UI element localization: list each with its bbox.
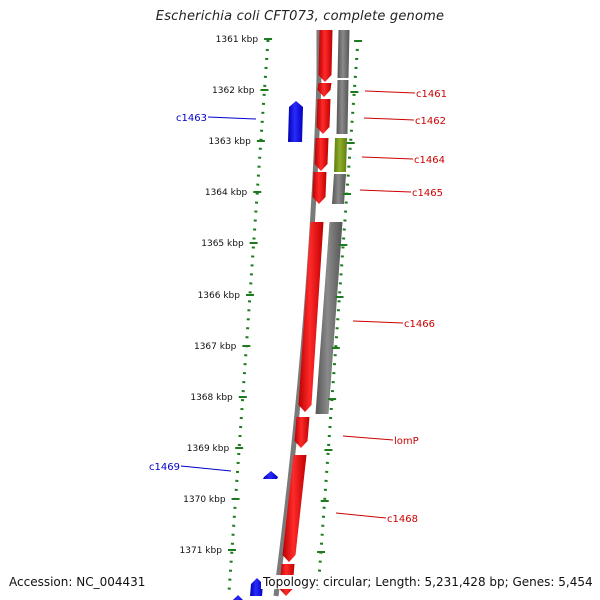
gene-c1468-arrow[interactable] (282, 455, 307, 562)
ruler-tick-label: 1369 kbp (187, 444, 230, 454)
gene-label-leader (335, 512, 387, 519)
ruler-tick-label: 1365 kbp (201, 239, 244, 249)
gene-c1462-arrow[interactable] (316, 99, 331, 134)
gene-label-c1462[interactable]: c1462 (415, 116, 446, 127)
gene-arrow-forward[interactable] (318, 30, 333, 82)
ruler-tick-label: 1362 kbp (212, 86, 255, 96)
gene-label-c1464[interactable]: c1464 (414, 155, 445, 166)
gene-label-leader (342, 435, 394, 441)
gene-c1469-arrow[interactable] (263, 471, 278, 479)
ruler-tick-label: 1367 kbp (194, 342, 237, 352)
topology-text: Topology: circular; Length: 5,231,428 bp… (261, 575, 595, 589)
ruler-tick-label: 1368 kbp (190, 393, 233, 403)
gene-label-c1461[interactable]: c1461 (416, 89, 447, 100)
gene-arrow-reverse[interactable] (250, 578, 263, 596)
ruler-tick-label: 1370 kbp (183, 495, 226, 505)
feature-green-block[interactable] (334, 138, 347, 172)
gene-label-leader (361, 156, 414, 160)
gene-label-leader (352, 320, 404, 324)
gene-label-leader (363, 117, 415, 121)
gene-c1466-arrow[interactable] (298, 222, 324, 412)
label-leaders: c1461 c1462 c1463 c1464 c1465 c1466 lomP c1469 c… (149, 89, 447, 525)
ruler-tick-label: 1363 kbp (208, 137, 251, 147)
gene-label-c1463[interactable]: c1463 (176, 113, 207, 124)
feature-gray-block[interactable] (336, 80, 349, 134)
gene-c1463-arrow[interactable] (288, 101, 303, 142)
gene-arrow-reverse[interactable] (232, 595, 244, 600)
feature-gray-block[interactable] (337, 30, 350, 78)
ruler-ticks: 1361 kbp 1362 kbp 1363 kbp 1364 kbp 1365 kbp… (180, 35, 363, 593)
gene-c1464-arrow[interactable] (314, 138, 329, 171)
gene-label-c1469[interactable]: c1469 (149, 462, 180, 473)
gene-label-leader (359, 189, 412, 193)
gene-c1465-arrow[interactable] (312, 172, 327, 204)
gene-label-c1466[interactable]: c1466 (404, 319, 435, 330)
ruler-tick-label: 1361 kbp (216, 35, 259, 45)
left-ruler-line (227, 39, 270, 593)
ruler-tick-label: 1371 kbp (180, 546, 223, 556)
ruler-tick-label: 1364 kbp (205, 188, 248, 198)
accession-text: Accession: NC_004431 (9, 575, 146, 589)
map-title: Escherichia coli CFT073, complete genome (155, 9, 445, 24)
gene-label-leader (207, 116, 257, 120)
gene-lomP-arrow[interactable] (294, 417, 310, 448)
ruler-tick-label: 1366 kbp (198, 291, 241, 301)
gene-label-c1465[interactable]: c1465 (412, 188, 443, 199)
gene-label-lomP[interactable]: lomP (394, 436, 419, 447)
gene-label-leader (180, 465, 232, 472)
gene-label-c1468[interactable]: c1468 (387, 514, 418, 525)
feature-gray-block[interactable] (315, 222, 343, 414)
feature-track (232, 30, 350, 600)
gene-label-leader (364, 90, 416, 94)
feature-gray-block[interactable] (332, 174, 346, 204)
gene-arrow-forward[interactable] (317, 83, 332, 97)
